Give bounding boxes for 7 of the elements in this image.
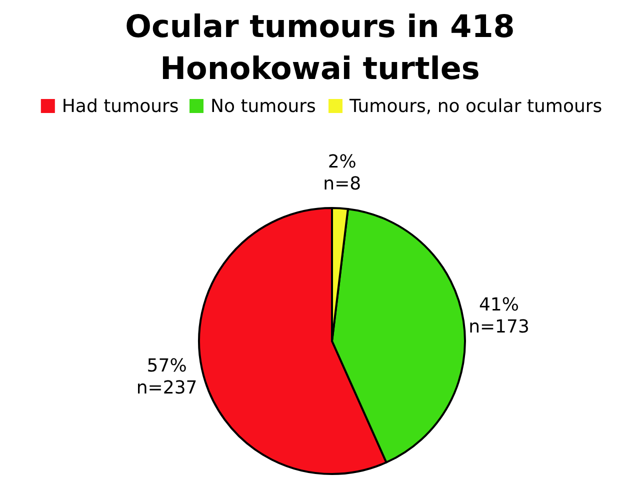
data-label: 2% n=8 [323, 151, 362, 194]
legend-label: Tumours, no ocular tumours [348, 96, 602, 117]
chart-title: Ocular tumours in 418 Honokowai turtles [125, 9, 515, 87]
legend-label: No tumours [210, 96, 316, 117]
data-label: 41% n=173 [468, 294, 530, 338]
legend-label: Had tumours [62, 96, 179, 117]
data-label: 57% n=237 [136, 355, 198, 398]
